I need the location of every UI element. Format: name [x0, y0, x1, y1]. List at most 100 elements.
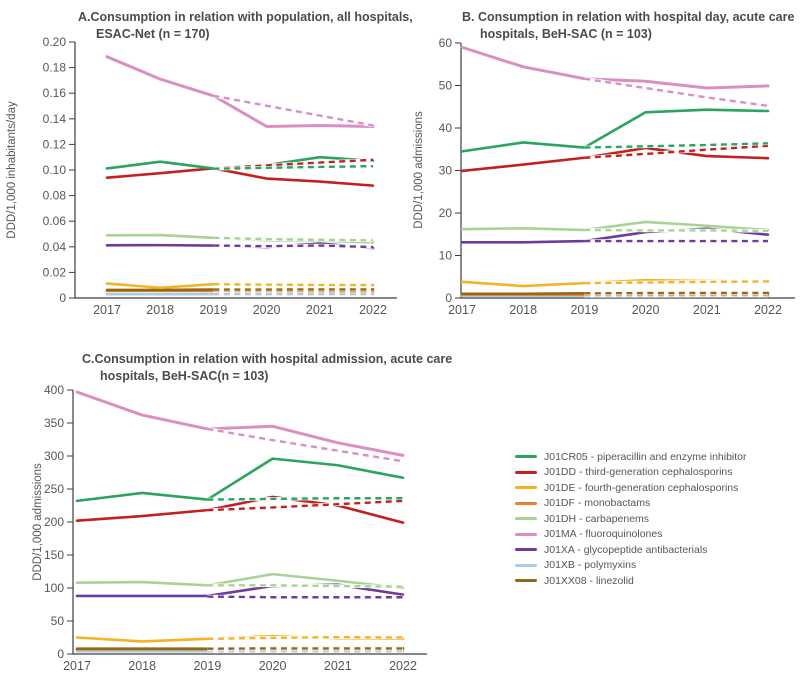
legend-item-J01XX08: J01XX08 - linezolid	[515, 573, 747, 589]
y-tick-label: 0.20	[43, 35, 67, 49]
legend-swatch-J01DE	[515, 486, 537, 490]
x-tick-label: 2018	[146, 303, 174, 317]
y-tick-label: 40	[439, 121, 453, 135]
series-J01DD-observed	[460, 146, 770, 173]
legend-swatch-J01MA	[515, 532, 537, 536]
y-tick-label: 0.12	[43, 137, 67, 151]
x-tick-label: 2017	[63, 659, 91, 673]
panel-c-title-line2: hospitals, BeH-SAC(n = 103)	[100, 369, 269, 383]
series-J01DH-observed	[460, 220, 770, 232]
y-tick-label: 0.18	[43, 61, 67, 75]
y-tick-label: 100	[44, 581, 64, 595]
series-J01DE-expected	[207, 635, 404, 641]
x-tick-label: 2019	[193, 659, 221, 673]
legend-swatch-J01CR05	[515, 455, 537, 459]
x-tick-label: 2021	[324, 659, 352, 673]
series-J01DH-observed	[75, 572, 405, 590]
legend-swatch-J01XA	[515, 548, 537, 552]
panel-b-title: B. Consumption in relation with hospital…	[462, 9, 794, 43]
x-tick-label: 2022	[389, 659, 417, 673]
series-J01CR05-expected	[207, 497, 403, 501]
series-J01DE-expected-casing	[584, 279, 769, 285]
y-tick-label: 0.04	[43, 240, 67, 254]
legend-label: J01DE - fourth-generation cephalosporins	[544, 481, 739, 494]
y-tick-label: 250	[44, 482, 64, 496]
x-tick-label: 2020	[259, 659, 287, 673]
y-tick-label: 20	[439, 206, 453, 220]
legend-label: J01XB - polymyxins	[544, 559, 637, 572]
series-J01DD-expected-casing	[584, 144, 769, 160]
x-tick-label: 2022	[359, 303, 387, 317]
x-tick-label: 2019	[199, 303, 227, 317]
y-tick-label: 0.10	[43, 163, 67, 177]
y-tick-label: 0.06	[43, 214, 67, 228]
panel-a-title: A.Consumption in relation with populatio…	[78, 9, 413, 43]
legend-label: J01XX08 - linezolid	[544, 574, 634, 587]
y-tick-label: 0	[445, 291, 452, 305]
y-tick-label: 0.08	[43, 189, 67, 203]
series-J01DD-expected	[207, 499, 404, 512]
legend-label: J01DD - third-generation cephalosporins	[544, 466, 733, 479]
y-tick-label: 200	[44, 515, 64, 529]
series-J01CR05-expected	[213, 164, 374, 170]
x-tick-label: 2019	[570, 303, 598, 317]
y-tick-label: 300	[44, 449, 64, 463]
series-J01DE-expected	[213, 282, 374, 287]
y-tick-label: 0.16	[43, 86, 67, 100]
y-tick-label: 50	[439, 79, 453, 93]
legend-swatch-J01XX08	[515, 579, 537, 583]
legend-item-J01DH: J01DH - carbapenems	[515, 511, 747, 527]
x-tick-label: 2017	[448, 303, 476, 317]
x-tick-label: 2018	[509, 303, 537, 317]
series-J01CR05-observed	[460, 108, 770, 153]
y-tick-label: 0.02	[43, 265, 67, 279]
legend-label: J01XA - glycopeptide antibacterials	[544, 543, 708, 556]
legend-item-J01XA: J01XA - glycopeptide antibacterials	[515, 542, 747, 558]
legend-item-J01DE: J01DE - fourth-generation cephalosporins	[515, 480, 747, 496]
series-J01MA-expected-casing	[584, 76, 769, 108]
series-J01CR05-observed	[75, 457, 405, 503]
legend-label: J01CR05 - piperacillin and enzyme inhibi…	[544, 450, 747, 463]
series-J01DD-observed	[75, 495, 405, 524]
legend-item-J01XB: J01XB - polymyxins	[515, 558, 747, 574]
panel-b-title-line2: hospitals, BeH-SAC (n = 103)	[480, 27, 652, 41]
panel-a-title-line1: A.Consumption in relation with populatio…	[78, 10, 413, 24]
x-tick-label: 2021	[693, 303, 721, 317]
legend-item-J01CR05: J01CR05 - piperacillin and enzyme inhibi…	[515, 449, 747, 465]
y-tick-label: 350	[44, 416, 64, 430]
legend-label: J01DH - carbapenems	[544, 512, 650, 525]
x-tick-label: 2018	[128, 659, 156, 673]
series-J01CR05-expected-casing	[584, 141, 769, 150]
panel-a-plot: 0.20 0.18 0.16 0.14 0.12 0.10 0.08 0.06 0.04 0.02…	[43, 35, 397, 317]
y-tick-label: 60	[439, 36, 453, 50]
y-tick-label: 50	[51, 614, 65, 628]
legend-swatch-J01DF	[515, 501, 537, 505]
legend: J01CR05 - piperacillin and enzyme inhibi…	[515, 449, 747, 589]
legend-item-J01DD: J01DD - third-generation cephalosporins	[515, 465, 747, 481]
legend-item-J01DF: J01DF - monobactams	[515, 496, 747, 512]
legend-swatch-J01XB	[515, 563, 537, 567]
series-J01MA-observed	[105, 55, 375, 128]
series-J01MA-expected	[207, 427, 404, 463]
y-tick-label: 0	[59, 291, 66, 305]
series-J01DH-expected	[213, 236, 374, 242]
panel-b-title-line1: B. Consumption in relation with hospital…	[462, 10, 795, 24]
legend-swatch-J01DD	[515, 470, 537, 474]
series-J01MA-expected-casing	[213, 93, 374, 128]
x-tick-label: 2017	[93, 303, 121, 317]
x-tick-label: 2021	[306, 303, 334, 317]
series-J01XA-expected	[213, 244, 374, 249]
panel-c-title-line1: C.Consumption in relation with hospital …	[82, 352, 453, 366]
series-J01XA-expected	[207, 595, 403, 599]
x-tick-label: 2022	[754, 303, 782, 317]
x-tick-label: 2020	[632, 303, 660, 317]
panel-a-title-line2: ESAC-Net (n = 170)	[96, 27, 210, 41]
y-tick-label: 30	[439, 164, 453, 178]
panel-c-title: C.Consumption in relation with hospital …	[82, 351, 452, 385]
y-tick-label: 150	[44, 548, 64, 562]
legend-label: J01MA - fluoroquinolones	[544, 528, 663, 541]
y-tick-label: 10	[439, 249, 453, 263]
series-J01MA-observed	[75, 390, 405, 457]
